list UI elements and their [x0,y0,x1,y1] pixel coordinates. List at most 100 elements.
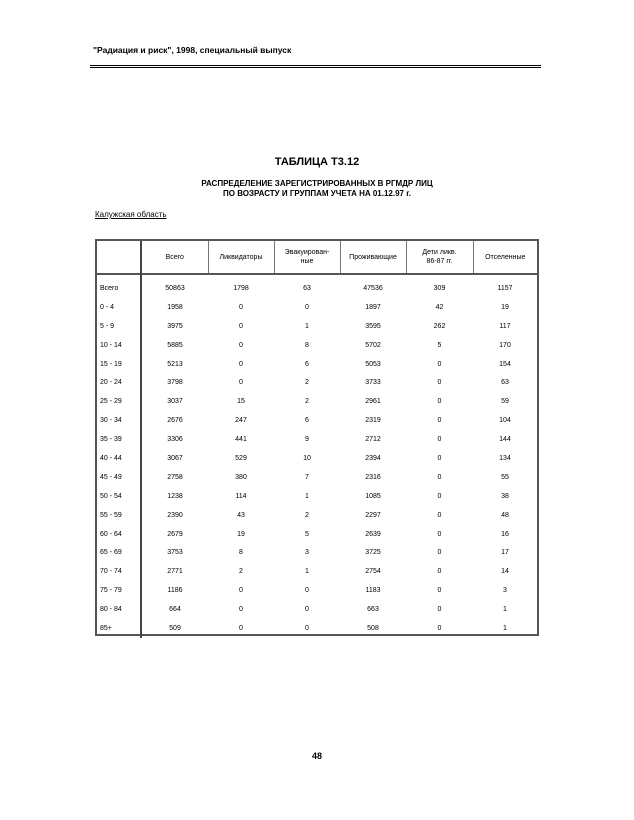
table-cell: 5702 [365,341,381,349]
table-cell: 1183 [365,587,381,595]
table-cell: 0 [437,624,442,632]
column-header-line: Отселенные [485,253,526,261]
table-cell: 0 [239,624,243,632]
table-cell: 0 [437,454,442,462]
table-cell: 3037 [167,398,183,406]
table-cell: 380 [235,473,247,481]
column-header: Эвакуирован-ные [273,241,341,275]
header-rule [90,65,541,68]
table-cell: 14 [501,568,509,576]
column-header: Ликвидаторы [207,241,275,275]
column-header-line: Ликвидаторы [219,253,263,261]
table-cell: 55 [501,473,509,481]
row-label: 65 - 69 [97,543,142,563]
table-subtitle: РАСПРЕДЕЛЕНИЕ ЗАРЕГИСТРИРОВАННЫХ В РГМДР… [0,179,634,199]
table-cell: 1238 [167,492,183,500]
table-cell: 8 [305,341,309,349]
column-header: Дети ликв. 86-87 гг. [405,241,474,275]
table-cell: 16 [501,530,509,538]
table-cell: 5053 [365,360,381,368]
table-cell: 0 [437,530,442,538]
row-label: 25 - 29 [97,392,142,412]
table-cell: 10 [303,454,311,462]
table-row: 10 - 14 5885 0 8 5702 5 170 [97,335,537,355]
table-cell: 3 [305,549,309,557]
table-cell: 8 [239,549,243,557]
table-row: 15 - 19 5213 0 6 5053 0 154 [97,354,537,374]
table-cell: 0 [437,549,442,557]
table-cell: 3975 [167,322,183,330]
row-label: Всего [97,274,142,298]
table-cell: 509 [169,624,181,632]
table-cell: 59 [501,398,509,406]
row-label: 85+ [97,619,142,638]
table-cell: 50863 [165,284,185,292]
table-cell: 1 [305,492,309,500]
table-row: 25 - 29 3037 15 2 2961 0 59 [97,392,537,412]
table-cell: 0 [305,606,309,614]
table-cell: 0 [437,587,442,595]
table-row: 80 - 84 664 0 0 663 0 1 [97,600,537,620]
table-cell: 5885 [167,341,183,349]
column-header-line: Всего [165,253,184,261]
table-cell: 1 [503,624,507,632]
table-cell: 2 [305,511,309,519]
table-cell: 0 [437,606,442,614]
table-cell: 2319 [365,417,381,425]
table-cell: 2771 [167,568,183,576]
table-title: ТАБЛИЦА Т3.12 [274,156,360,168]
table-cell: 0 [437,398,442,406]
table-row: 55 - 59 2390 43 2 2297 0 48 [97,505,537,525]
table-cell: 3067 [167,454,183,462]
row-label: 10 - 14 [97,335,142,355]
table-cell: 2754 [365,568,381,576]
table-cell: 2 [305,398,309,406]
table-cell: 1798 [233,284,249,292]
table-cell: 6 [305,417,309,425]
table-cell: 1 [503,606,507,614]
row-label: 80 - 84 [97,600,142,620]
table-cell: 3733 [365,379,381,387]
subtitle-line: ПО ВОЗРАСТУ И ГРУППАМ УЧЕТА НА 01.12.97 … [223,189,411,198]
table-cell: 1958 [167,303,183,311]
table-cell: 5 [305,530,309,538]
table-row: 70 - 74 2771 2 1 2754 0 14 [97,562,537,582]
table-cell: 47536 [363,284,383,292]
table-cell: 2639 [365,530,381,538]
table-cell: 663 [367,606,379,614]
row-label: 60 - 64 [97,524,142,544]
table-cell: 529 [235,454,247,462]
table-cell: 247 [235,417,247,425]
table-cell: 1 [305,568,309,576]
table-cell: 15 [237,398,245,406]
table-cell: 0 [437,473,442,481]
row-label: 40 - 44 [97,449,142,468]
table-cell: 3306 [167,436,183,444]
table-cell: 144 [499,436,511,444]
table-cell: 1085 [365,492,381,500]
table-cell: 19 [501,303,509,311]
column-header: Всего [140,241,209,275]
table-cell: 2758 [167,473,183,481]
running-header: "Радиация и риск", 1998, специальный вып… [93,45,292,55]
row-label: 70 - 74 [97,562,142,582]
table-row: 85+ 509 0 0 508 0 1 [97,619,537,638]
table-cell: 3595 [365,322,381,330]
table-cell: 0 [437,417,442,425]
table-cell: 9 [305,436,309,444]
table-cell: 0 [239,587,243,595]
table-cell: 2394 [365,454,381,462]
row-label: 30 - 34 [97,411,142,431]
table-cell: 1 [305,322,309,330]
table-cell: 43 [237,511,245,519]
table-cell: 0 [305,587,309,595]
column-header-line: ные [300,258,314,265]
table-row: 45 - 49 2758 380 7 2316 0 55 [97,467,537,487]
table-header-row: Всего Ликвидаторы Эвакуирован-ные Проживающ… [97,241,537,275]
table-cell: 17 [501,549,509,557]
row-label: 20 - 24 [97,373,142,393]
table-cell: 2676 [167,417,183,425]
column-header-line: Дети ликв. [422,249,457,256]
table-cell: 3798 [167,379,183,387]
